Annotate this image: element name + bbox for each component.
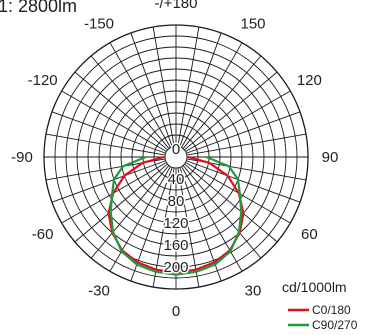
angle-tick-label: 30	[245, 282, 262, 299]
legend-label-c0-180: C0/180	[312, 303, 351, 317]
angle-tick-labels: -/+180 150 -150 120 -120 90 -90 60 -60 30 -30 0	[11, 0, 338, 320]
radial-tick-label: 80	[168, 193, 185, 210]
radial-tick-label: 160	[163, 237, 188, 254]
grid-spoke	[61, 90, 167, 152]
grid-spoke	[186, 111, 301, 154]
luminous-flux-label: 1: 2800lm	[0, 0, 78, 16]
grid-spoke	[130, 32, 173, 147]
grid-spoke	[90, 55, 170, 149]
angle-tick-label: 0	[172, 303, 180, 320]
grid-spoke	[179, 32, 222, 147]
grid-spoke	[109, 166, 171, 272]
radial-tick-label: 120	[163, 215, 188, 232]
angle-tick-label: -120	[28, 72, 58, 89]
grid-spoke	[186, 133, 307, 156]
grid-spoke	[152, 26, 175, 147]
angle-tick-label: -30	[88, 282, 110, 299]
angle-tick-label: 90	[322, 149, 339, 166]
grid-spoke	[152, 167, 175, 288]
angle-tick-label: 120	[297, 72, 322, 89]
grid-spoke	[177, 26, 200, 147]
series-layer	[107, 155, 245, 276]
series-line-c90-270	[109, 155, 243, 276]
radial-tick-label: 200	[163, 259, 188, 276]
grid-spoke	[90, 165, 170, 259]
grid-spoke	[51, 111, 166, 154]
grid-spoke	[74, 71, 168, 151]
legend-label-c90-270: C90/270	[312, 318, 358, 332]
radial-tick-labels: 0 40 80 120 160 200	[162, 140, 190, 278]
grid-spoke	[184, 163, 278, 243]
grid-spoke	[186, 160, 301, 203]
unit-label: cd/1000lm	[282, 279, 347, 295]
grid-spoke	[182, 165, 262, 259]
grid-spoke	[51, 160, 166, 203]
radial-tick-label: 40	[168, 171, 185, 188]
grid-spoke	[109, 42, 171, 148]
grid-spoke	[74, 163, 168, 243]
grid-spoke	[182, 55, 262, 149]
grid-spoke	[45, 133, 166, 156]
grid-spoke	[177, 167, 200, 288]
angle-tick-label: -60	[32, 226, 54, 243]
grid-spoke	[181, 166, 243, 272]
grid-spoke	[184, 71, 278, 151]
angle-tick-label: -150	[84, 16, 114, 33]
angle-tick-label: 60	[301, 226, 318, 243]
grid-spoke	[181, 42, 243, 148]
angular-grid	[44, 25, 308, 289]
angle-tick-label: 150	[240, 16, 265, 33]
grid-spoke	[185, 90, 291, 152]
legend: C0/180 C90/270	[288, 303, 358, 332]
angle-tick-label: -/+180	[155, 0, 198, 12]
radial-tick-label: 0	[172, 141, 180, 158]
angle-tick-label: -90	[11, 149, 33, 166]
